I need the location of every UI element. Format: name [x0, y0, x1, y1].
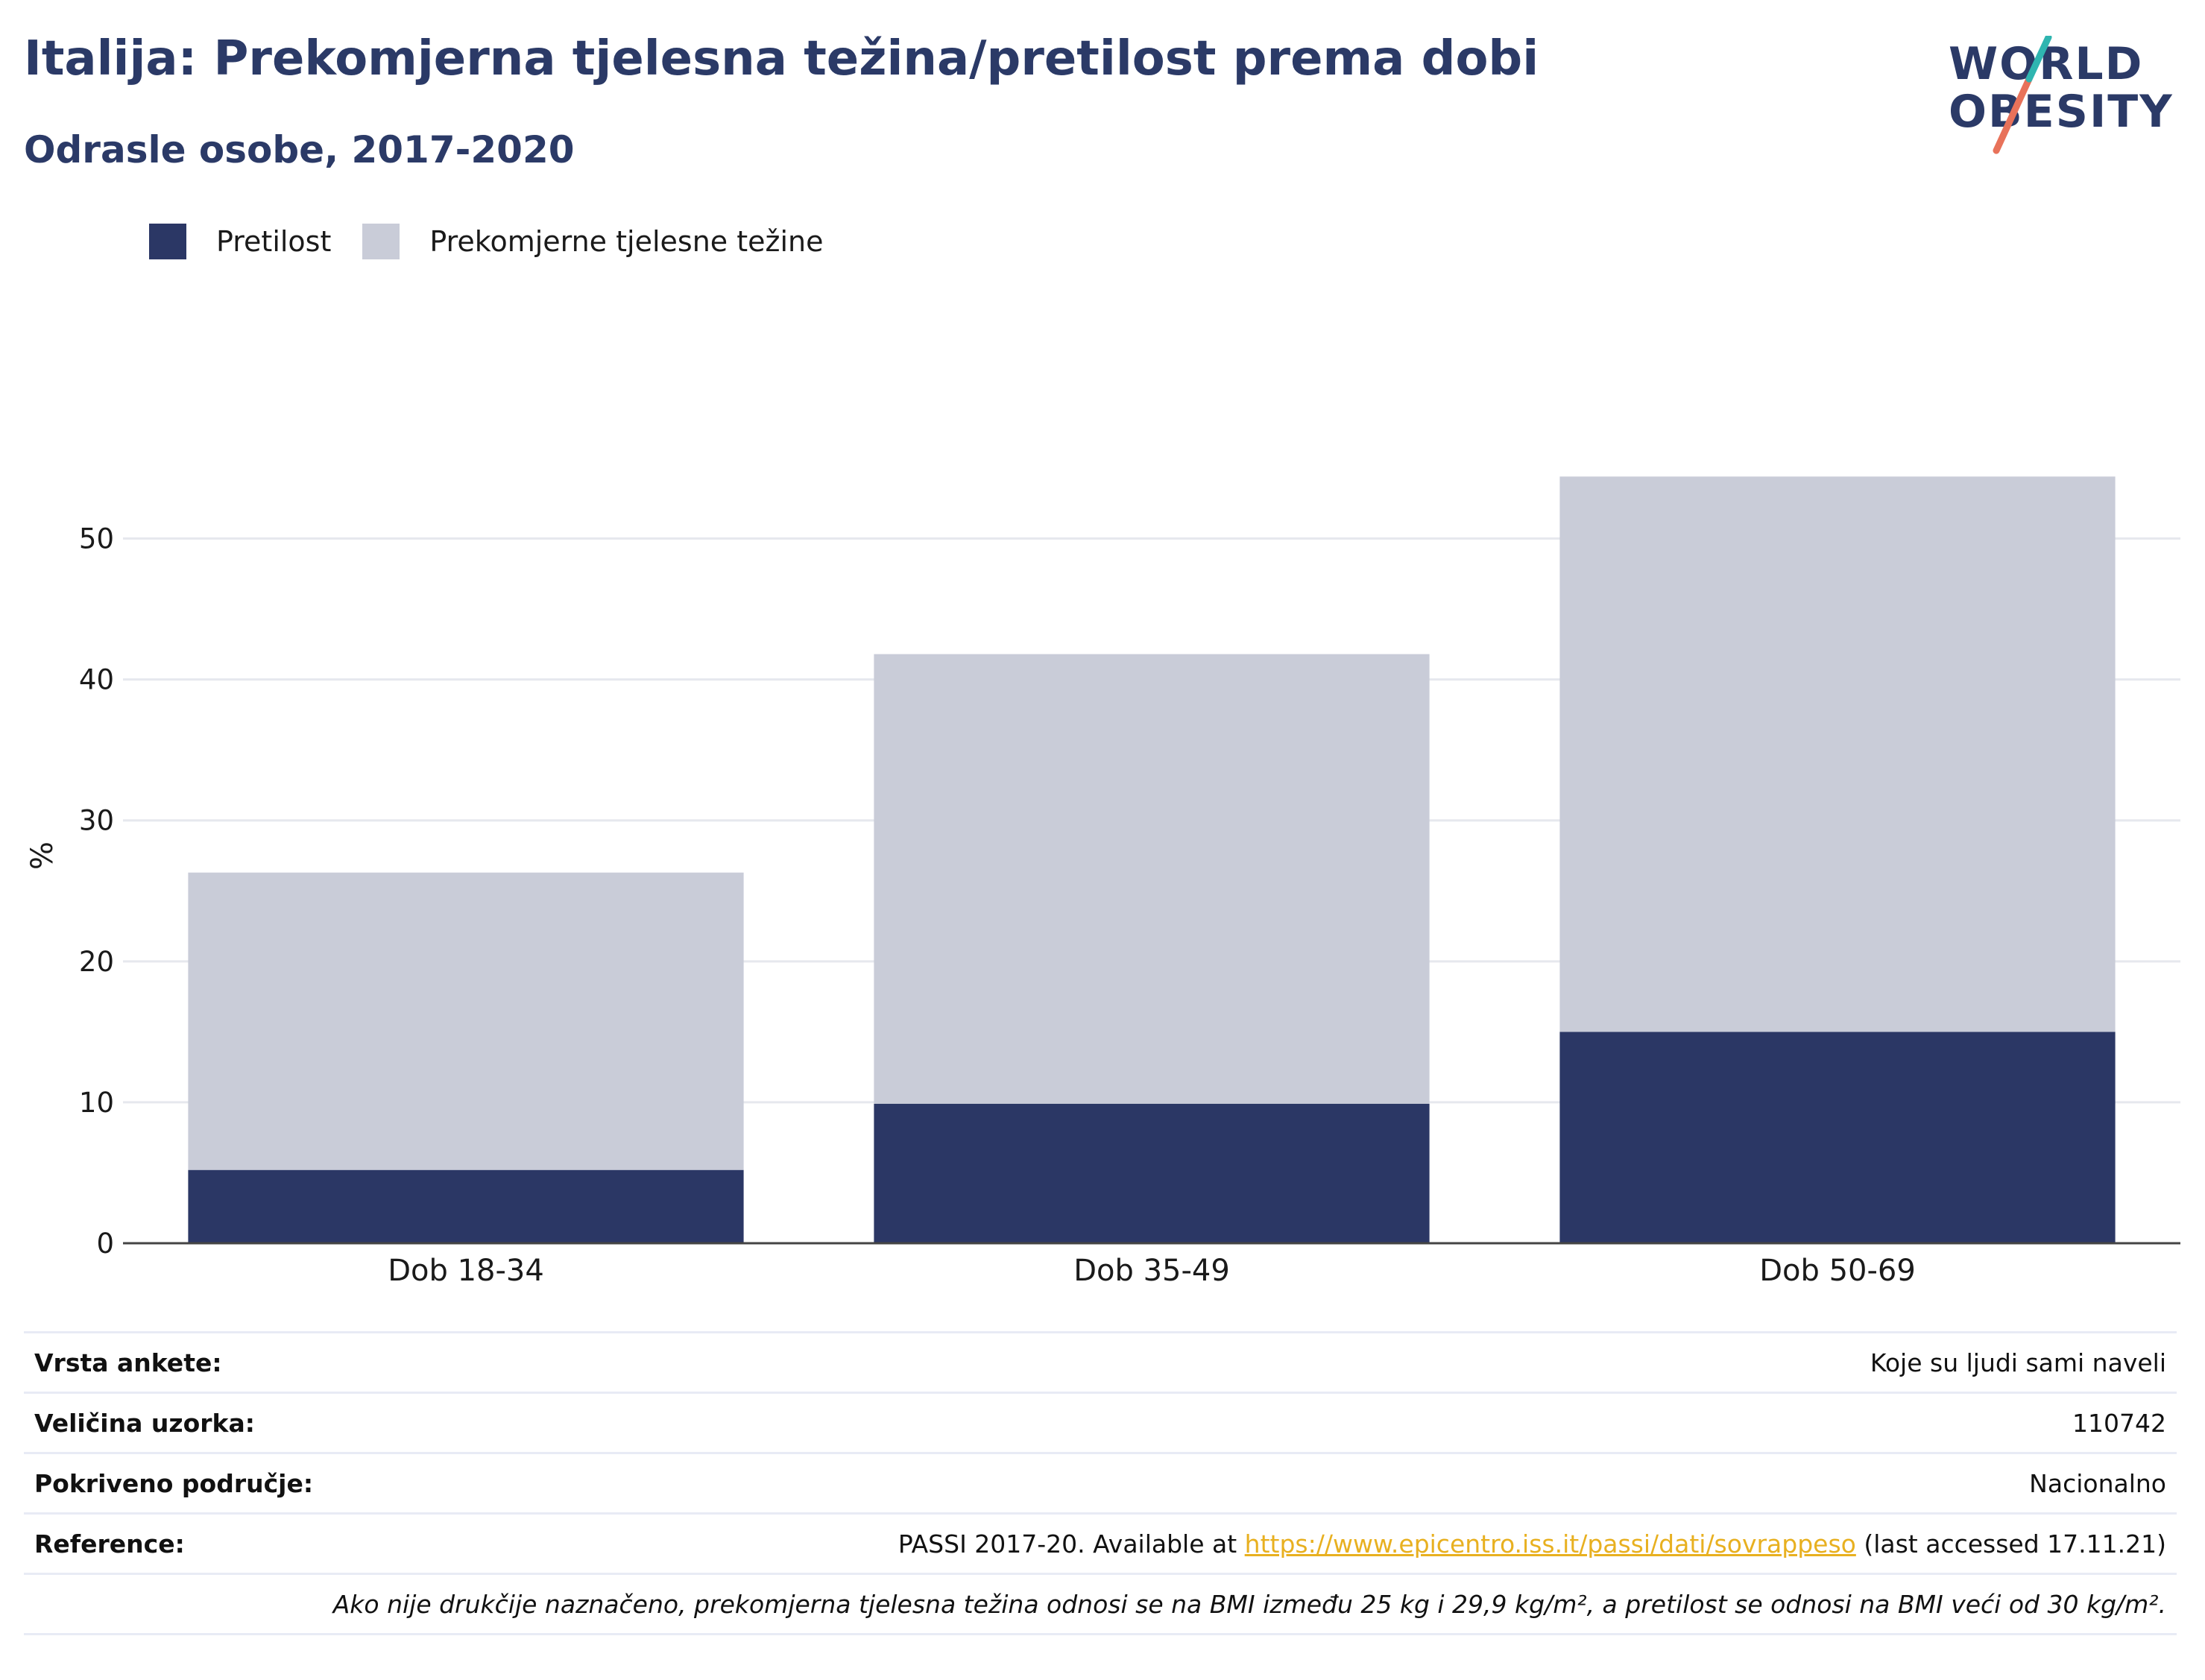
chart-title: Italija: Prekomjerna tjelesna težina/pre… — [24, 31, 1539, 86]
legend-swatch-overweight — [362, 224, 400, 259]
reference-value: PASSI 2017-20. Available at https://www.… — [898, 1529, 2166, 1559]
reference-label: Reference: — [34, 1529, 185, 1559]
reference-row: Reference: PASSI 2017-20. Available at h… — [24, 1512, 2177, 1573]
logo-slash-icon — [1993, 36, 2052, 154]
bar-obesity — [188, 1169, 744, 1243]
coverage-label: Pokriveno područje: — [34, 1468, 314, 1498]
survey-type-label: Vrsta ankete: — [34, 1348, 222, 1377]
chart-subtitle: Odrasle osobe, 2017-2020 — [24, 128, 575, 171]
reference-link[interactable]: https://www.epicentro.iss.it/passi/dati/… — [1244, 1529, 1856, 1559]
x-tick-label: Dob 50-69 — [1759, 1254, 1916, 1288]
y-tick-label: 0 — [96, 1228, 114, 1260]
reference-prefix: PASSI 2017-20. Available at — [898, 1529, 1245, 1559]
sample-size-row: Veličina uzorka: 110742 — [24, 1392, 2177, 1452]
survey-type-row: Vrsta ankete: Koje su ljudi sami naveli — [24, 1331, 2177, 1392]
y-axis-label: % — [25, 841, 60, 870]
bar-overweight — [1559, 476, 2116, 1032]
y-tick-label: 50 — [79, 523, 114, 555]
legend-swatch-obesity — [149, 224, 186, 259]
y-tick-label: 40 — [79, 664, 114, 696]
bar-obesity — [1559, 1032, 2116, 1243]
sample-size-value: 110742 — [2072, 1408, 2166, 1438]
logo-text-obesity: OBESITY — [1949, 86, 2174, 138]
y-tick-label: 20 — [79, 946, 114, 978]
bar-overweight — [874, 654, 1430, 1104]
chart-legend: Pretilost Prekomjerne tjelesne težine — [149, 222, 855, 261]
reference-suffix: (last accessed 17.11.21) — [1855, 1529, 2166, 1559]
coverage-value: Nacionalno — [2029, 1468, 2166, 1498]
bar-overweight — [188, 872, 744, 1170]
bar-obesity — [874, 1103, 1430, 1243]
definition-note: Ako nije drukčije naznačeno, prekomjerna… — [24, 1573, 2177, 1635]
legend-label-obesity: Pretilost — [216, 225, 332, 258]
y-tick-label: 30 — [79, 805, 114, 837]
stacked-bar-chart: 0 10 20 30 40 50% Dob 18-34 Dob 35-49 Dob 50-69 — [25, 476, 2180, 1288]
world-obesity-logo: WORLD OBESITY — [1946, 36, 2192, 162]
survey-info-table: Vrsta ankete: Koje su ljudi sami naveli … — [24, 1331, 2177, 1635]
legend-label-overweight: Prekomjerne tjelesne težine — [429, 225, 824, 258]
survey-type-value: Koje su ljudi sami naveli — [1870, 1348, 2166, 1377]
x-tick-label: Dob 18-34 — [388, 1254, 544, 1288]
legend-item-obesity[interactable]: Pretilost — [149, 224, 331, 259]
sample-size-label: Veličina uzorka: — [34, 1408, 255, 1438]
y-tick-label: 10 — [79, 1087, 114, 1119]
legend-item-overweight[interactable]: Prekomjerne tjelesne težine — [362, 224, 824, 259]
x-tick-label: Dob 35-49 — [1073, 1254, 1230, 1288]
coverage-row: Pokriveno područje: Nacionalno — [24, 1452, 2177, 1512]
